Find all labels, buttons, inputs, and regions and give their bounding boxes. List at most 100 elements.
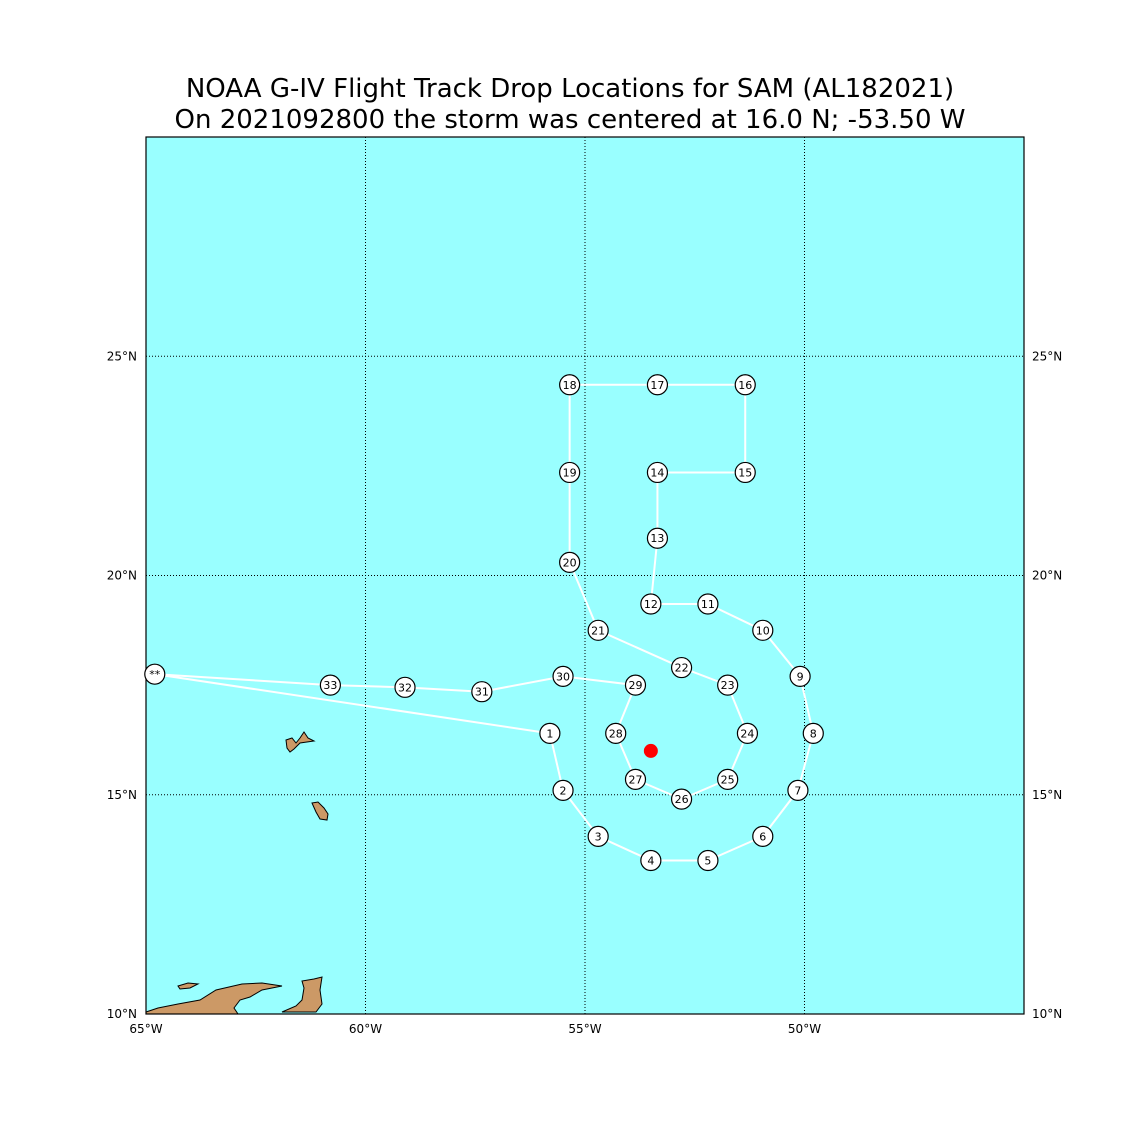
land-areas: [145, 731, 329, 1015]
drop-marker: 10: [752, 619, 774, 641]
lat-tick-label-left: 25°N: [107, 349, 137, 363]
drop-marker: 2: [552, 779, 574, 801]
drop-marker-circle: [559, 374, 581, 396]
drop-label: 21: [591, 624, 605, 637]
drop-marker-circle: [670, 656, 693, 679]
land-dominica: [311, 801, 329, 821]
map-frame: [145, 136, 1025, 1015]
drop-marker: 20: [559, 551, 581, 573]
drop-marker: 16: [734, 374, 756, 396]
drop-label: **: [149, 668, 161, 681]
drop-marker-circle: [394, 676, 416, 698]
drop-marker-circle: [670, 788, 693, 810]
drop-label: 30: [556, 670, 570, 683]
drop-marker-circle: [646, 461, 669, 484]
drop-marker-circle: [539, 722, 561, 744]
drop-label: 5: [704, 855, 711, 868]
lat-tick-label-left: 20°N: [107, 569, 137, 583]
drop-label: 11: [701, 598, 715, 611]
drop-label: 29: [628, 679, 642, 692]
drop-marker: 8: [802, 722, 824, 744]
drop-marker: 6: [752, 825, 774, 848]
drop-label: 23: [721, 679, 735, 692]
map-title: NOAA G-IV Flight Track Drop Locations fo…: [185, 74, 955, 104]
drop-label: 25: [721, 773, 735, 786]
drop-marker: 22: [670, 656, 693, 679]
lon-tick-label: 65°W: [129, 1022, 162, 1036]
drop-marker-circle: [587, 825, 609, 848]
lon-tick-label: 50°W: [788, 1022, 821, 1036]
drop-label: 8: [810, 727, 817, 740]
drop-label: 3: [595, 830, 602, 843]
drop-marker: 13: [646, 527, 669, 549]
drop-marker: 19: [559, 461, 581, 484]
drop-marker: 7: [787, 779, 809, 801]
drop-marker-circle: [552, 665, 574, 687]
land-tobago: [177, 982, 200, 990]
drop-label: 4: [647, 855, 654, 868]
drop-label: 18: [563, 379, 577, 392]
lat-tick-label-right: 15°N: [1032, 788, 1062, 802]
lat-tick-label-right: 20°N: [1032, 569, 1062, 583]
drop-label: 13: [650, 532, 664, 545]
drop-marker: 33: [319, 674, 341, 696]
drop-marker-circle: [624, 768, 647, 791]
drop-marker-circle: [471, 681, 493, 703]
drop-marker-circle: [787, 779, 809, 801]
drop-marker: 17: [646, 374, 669, 396]
drop-marker-circle: [559, 461, 581, 484]
lat-tick-label-right: 10°N: [1032, 1007, 1062, 1021]
drop-label: 22: [675, 662, 689, 675]
drop-marker: 25: [717, 768, 739, 791]
drop-label: 14: [650, 466, 664, 479]
drop-marker: 18: [559, 374, 581, 396]
drop-label: 2: [560, 784, 567, 797]
drop-label: 31: [475, 686, 489, 699]
drop-label: 1: [546, 727, 553, 740]
drop-marker-circle: [552, 779, 574, 801]
drop-marker: 12: [640, 593, 662, 615]
drop-label: 32: [398, 681, 412, 694]
drop-marker: 24: [736, 722, 759, 744]
drop-marker: 14: [646, 461, 669, 484]
drop-label: 10: [756, 624, 770, 637]
drop-marker-circle: [144, 663, 166, 685]
drop-marker-circle: [734, 374, 756, 396]
drop-marker: 1: [539, 722, 561, 744]
drop-label: 20: [563, 556, 577, 569]
lon-tick-label: 55°W: [568, 1022, 601, 1036]
drop-marker-circle: [624, 674, 647, 696]
grid-lines: [146, 137, 1024, 1014]
map-subtitle: On 2021092800 the storm was centered at …: [174, 105, 966, 135]
drop-marker: 15: [734, 461, 756, 484]
drop-label: 26: [675, 793, 689, 806]
drop-marker-circle: [587, 619, 609, 641]
drop-marker: 28: [605, 722, 627, 744]
drop-marker-circle: [319, 674, 341, 696]
drop-marker-circle: [697, 849, 719, 872]
drop-label: 7: [794, 784, 801, 797]
lat-tick-label-left: 15°N: [107, 788, 137, 802]
axis-tick-labels: 65°W 60°W 55°W 50°W 10°N 10°N 15°N 15°N 20°N 20°N…: [107, 349, 1063, 1036]
drop-label: 24: [740, 727, 754, 740]
drop-label: 19: [563, 466, 577, 479]
drop-marker: 26: [670, 788, 693, 810]
drop-marker: 27: [624, 768, 647, 791]
drop-marker-circle: [640, 849, 662, 872]
drop-label: 33: [323, 679, 337, 692]
drop-marker-circle: [697, 593, 719, 615]
drop-marker: 5: [697, 849, 719, 872]
drop-marker: 23: [717, 674, 739, 696]
drop-marker-circle: [752, 619, 774, 641]
land-trinidad: [281, 976, 323, 1013]
drop-marker-circle: [640, 593, 662, 615]
drop-marker-circle: [717, 674, 739, 696]
drop-marker: 29: [624, 674, 647, 696]
drop-marker: 11: [697, 593, 719, 615]
drop-marker: 4: [640, 849, 662, 872]
storm-center-marker: [643, 743, 658, 758]
drop-marker-circle: [646, 527, 669, 549]
lon-tick-label: 60°W: [349, 1022, 382, 1036]
